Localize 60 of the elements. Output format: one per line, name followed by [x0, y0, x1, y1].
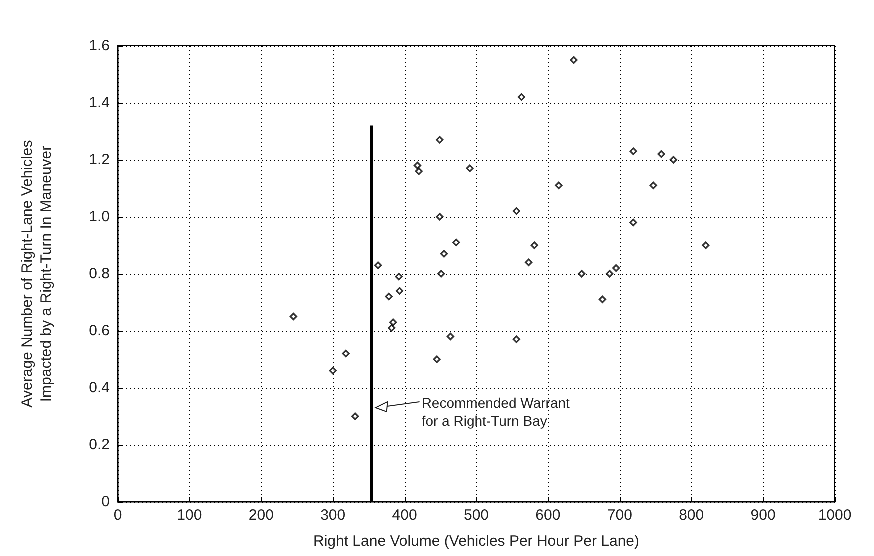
y-tick-label: 0.8: [89, 266, 110, 282]
point: [555, 182, 563, 190]
point: [612, 264, 620, 272]
point: [388, 324, 396, 332]
point: [329, 367, 337, 375]
point: [415, 168, 423, 176]
point: [630, 218, 638, 226]
point: [570, 56, 578, 64]
point: [395, 273, 403, 281]
point: [436, 136, 444, 144]
y-axis-title: Average Number of Right-Lane Vehicles Impacted by a Right-Turn In Maneuver: [19, 140, 55, 408]
point: [525, 258, 533, 266]
x-tick-label: 900: [750, 507, 776, 524]
y-tick-label: 0.6: [89, 322, 110, 340]
point: [385, 293, 393, 301]
point: [446, 332, 454, 340]
point: [650, 182, 658, 190]
x-tick-label: 500: [464, 507, 490, 524]
point: [433, 356, 441, 364]
point: [518, 94, 526, 102]
point: [352, 412, 360, 420]
point: [658, 150, 666, 158]
x-tick-label: 100: [177, 507, 202, 524]
point: [606, 270, 614, 278]
x-axis-title: Right Lane Volume (Vehicles Per Hour Per Lane): [313, 533, 640, 550]
y-tick-label: 0.2: [89, 436, 110, 454]
x-tick-label: 200: [248, 507, 274, 524]
annotation: Recommended Warrant for a Right-Turn Bay: [422, 394, 570, 429]
point: [290, 312, 298, 321]
point: [512, 208, 520, 216]
point: [578, 270, 586, 278]
point: [466, 164, 474, 172]
point: [630, 148, 638, 156]
point: [414, 162, 422, 170]
point: [598, 296, 606, 304]
point: [390, 318, 398, 326]
point: [438, 270, 446, 278]
point: [440, 250, 448, 258]
point: [702, 242, 710, 250]
point: [670, 156, 678, 164]
x-tick-label: 700: [607, 507, 632, 524]
point: [512, 336, 520, 344]
x-tick-label: 400: [392, 507, 418, 524]
x-tick-label: 1000: [818, 507, 852, 524]
x-tick-label: 800: [679, 507, 704, 524]
x-tick-label: 300: [320, 507, 346, 524]
y-tick-label: 0: [102, 494, 110, 510]
x-tick-label: 600: [536, 507, 561, 524]
point: [530, 242, 538, 250]
x-tick-label: 0: [114, 507, 122, 524]
point: [436, 213, 444, 221]
y-tick-label: 1.4: [89, 94, 110, 112]
y-tick-label: 0.4: [89, 380, 110, 396]
point: [396, 287, 404, 295]
point: [374, 262, 382, 270]
y-tick-label: 1.6: [89, 38, 110, 54]
y-tick-label: 1.2: [89, 152, 110, 168]
point: [342, 350, 350, 358]
point: [452, 238, 460, 246]
y-tick-label: 1.0: [89, 208, 110, 226]
